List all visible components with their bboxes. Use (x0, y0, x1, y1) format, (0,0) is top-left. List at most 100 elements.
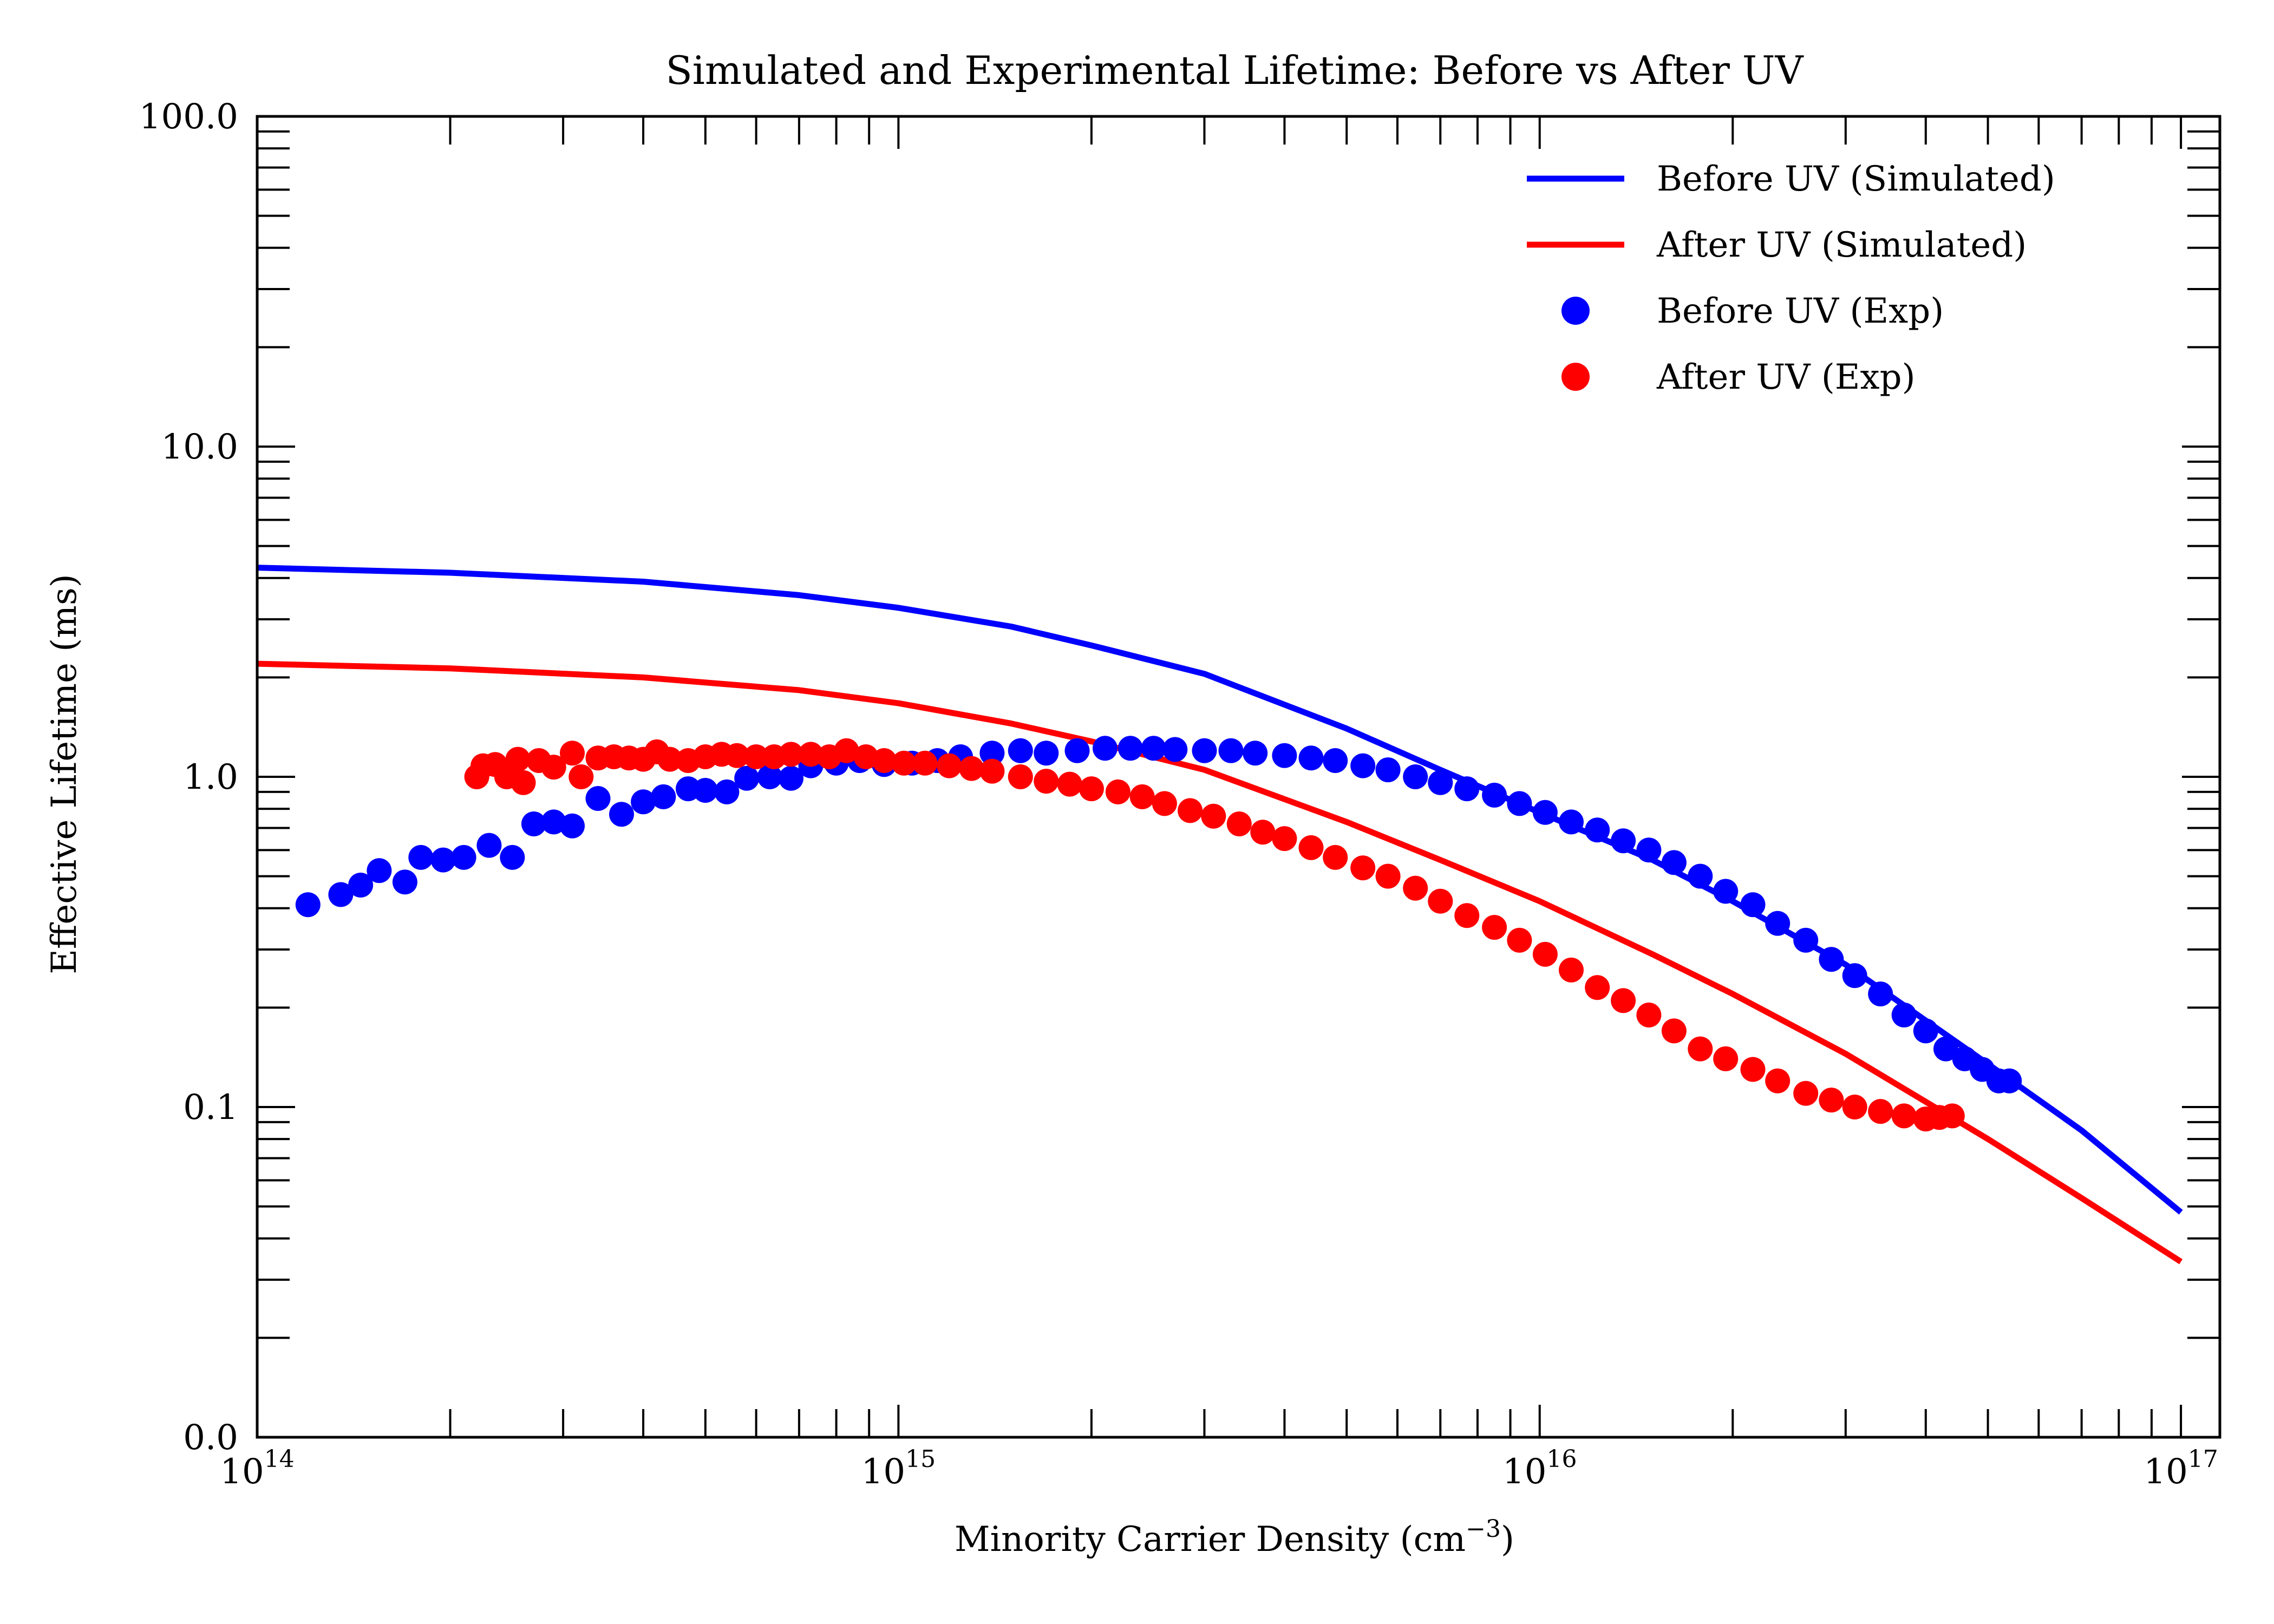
data-point (476, 833, 502, 858)
data-point (392, 869, 417, 895)
data-point (979, 741, 1005, 766)
data-point (1661, 1018, 1687, 1044)
data-point (1218, 738, 1244, 763)
legend-item-before-uv-simulated: Before UV (Simulated) (1527, 159, 2055, 199)
data-point (1454, 903, 1480, 928)
data-point (367, 858, 392, 883)
data-point (1713, 879, 1739, 904)
data-point (1765, 1068, 1791, 1093)
x-tick-label: 1017 (2144, 1445, 2218, 1492)
x-tick-label: 1015 (861, 1445, 936, 1492)
data-point (1272, 743, 1297, 768)
data-point (1298, 745, 1324, 771)
data-point (724, 743, 750, 768)
data-point (1064, 738, 1090, 763)
data-point (757, 764, 782, 789)
y-tick-label: 1.0 (183, 757, 238, 797)
x-tick-label: 1016 (1502, 1445, 1577, 1492)
x-tick-label: 1014 (220, 1445, 294, 1492)
legend-item-after-uv-exp: After UV (Exp) (1561, 357, 1916, 397)
data-point (1403, 875, 1428, 901)
data-point (1688, 1036, 1713, 1062)
data-point (734, 765, 760, 791)
data-point (1034, 769, 1059, 794)
data-point (408, 844, 434, 870)
data-point (1842, 963, 1867, 988)
data-point (1298, 835, 1324, 860)
y-axis-label: Effective Lifetime (ms) (44, 574, 84, 974)
data-point (521, 811, 546, 836)
data-point (1868, 981, 1893, 1007)
data-point (1152, 791, 1177, 816)
data-point (1868, 1099, 1893, 1124)
legend-label: Before UV (Simulated) (1657, 159, 2055, 199)
data-point (937, 753, 962, 778)
x-tick-label-exponent: 15 (905, 1445, 936, 1473)
data-point (1636, 837, 1662, 863)
data-point (1611, 988, 1636, 1013)
data-point (891, 750, 917, 776)
legend-item-before-uv-exp: Before UV (Exp) (1561, 291, 1944, 331)
data-point (651, 784, 676, 809)
data-point (430, 847, 456, 873)
data-point (872, 748, 897, 773)
data-point (1939, 1103, 1965, 1129)
data-point (1129, 784, 1155, 809)
data-point (1375, 757, 1401, 783)
data-point (779, 765, 803, 791)
data-point (1093, 736, 1118, 761)
data-point (1891, 1103, 1917, 1129)
data-point (1118, 736, 1143, 761)
data-point (1350, 753, 1376, 778)
data-point (1226, 811, 1252, 836)
y-tick-label: 0.1 (183, 1088, 238, 1128)
data-point (1243, 741, 1268, 766)
data-point (1933, 1036, 1958, 1062)
data-point (1661, 850, 1687, 875)
data-point (1201, 803, 1226, 829)
data-point (1057, 771, 1082, 797)
data-point (1272, 826, 1297, 852)
data-point (505, 746, 531, 772)
x-tick-label-base: 10 (2144, 1452, 2187, 1492)
data-point (1008, 764, 1033, 789)
data-point (1141, 736, 1166, 761)
data-point (1891, 1003, 1917, 1027)
data-point (1688, 863, 1713, 889)
data-point (541, 809, 566, 835)
data-point (743, 744, 769, 769)
legend-marker-swatch (1561, 363, 1590, 391)
data-point (1765, 911, 1791, 936)
series-after-uv-exp (464, 738, 1965, 1132)
series-after-uv-simulated (257, 660, 2183, 1265)
data-point (1611, 828, 1636, 854)
data-point (500, 844, 525, 870)
data-point (560, 741, 585, 766)
data-point (1079, 776, 1104, 802)
data-point (657, 746, 683, 772)
data-point (798, 742, 824, 767)
data-point (1250, 820, 1276, 845)
data-point (568, 764, 594, 789)
x-axis-label-superscript: −3 (1466, 1515, 1501, 1543)
data-point (1323, 748, 1348, 773)
legend-label: Before UV (Exp) (1657, 291, 1944, 331)
data-point (1162, 737, 1188, 762)
data-point (1178, 798, 1203, 823)
series-before-uv-simulated (257, 565, 2183, 1215)
data-point (1740, 892, 1766, 918)
data-point (511, 770, 536, 795)
data-point (1819, 947, 1844, 972)
data-point (1403, 764, 1428, 789)
data-point (1428, 888, 1453, 914)
data-point (1507, 791, 1532, 816)
data-point (1192, 738, 1217, 763)
x-tick-label-base: 10 (220, 1452, 264, 1492)
data-point (1454, 776, 1480, 802)
data-point (1585, 817, 1610, 843)
legend-label: After UV (Exp) (1656, 357, 1916, 397)
data-point (1375, 863, 1401, 889)
x-tick-label-base: 10 (1502, 1452, 1546, 1492)
data-point (1350, 855, 1376, 881)
